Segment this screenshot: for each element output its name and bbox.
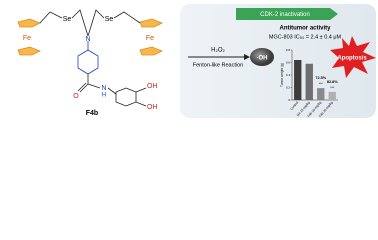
reagent: H₂O₂ xyxy=(211,48,225,54)
reaction-name: Fenton-like Reaction xyxy=(193,62,243,68)
atom: Se xyxy=(63,16,72,23)
compound-label: F4b xyxy=(86,110,98,117)
annotation: 82.8% xyxy=(327,80,338,84)
ferrocene-left xyxy=(17,18,41,56)
activity-ic50: MGC-803 IC₅₀ = 2.4 ± 0.4 μM xyxy=(269,34,342,40)
bar xyxy=(305,63,313,100)
activity-title: Antitumor activity xyxy=(279,26,331,32)
y-axis-label: Tumor weight (g) xyxy=(280,63,284,87)
atom: Se xyxy=(105,16,114,23)
atom: O xyxy=(73,93,79,100)
atom: N xyxy=(85,36,90,43)
x-tick-label: Control xyxy=(289,100,299,111)
ferrocene-right xyxy=(139,18,163,56)
atom: Fe xyxy=(146,35,154,42)
bar xyxy=(294,60,302,100)
bar xyxy=(328,91,336,100)
radical-bubble xyxy=(250,48,274,66)
significance: *** xyxy=(319,82,324,86)
atom: OH xyxy=(147,83,158,90)
y-tick-label: 0.4 xyxy=(286,73,291,77)
annotation: 72.5% xyxy=(315,76,326,80)
bar xyxy=(317,88,325,100)
atom: N xyxy=(101,85,106,92)
y-tick-label: 0.2 xyxy=(286,85,291,89)
graphical-abstract: Fe Fe Se Se N O N H OH OH F4b H₂O₂ Fento… xyxy=(17,4,376,118)
radical: ·OH xyxy=(257,56,268,62)
atom: Fe xyxy=(23,35,31,42)
y-tick-label: 0.8 xyxy=(286,48,291,52)
y-tick-label: 0 xyxy=(288,98,290,102)
atom: H xyxy=(102,93,106,99)
burst xyxy=(330,36,376,78)
outcome: Apoptosis xyxy=(337,56,367,62)
arrow-head xyxy=(244,54,250,60)
banner xyxy=(236,8,338,20)
bonds xyxy=(39,9,147,107)
panel-bg xyxy=(180,4,376,118)
banner-text: CDK-2 inactivation xyxy=(260,12,310,18)
significance: *** xyxy=(330,86,335,90)
y-tick-label: 0.6 xyxy=(286,60,291,64)
atom: OH xyxy=(147,104,158,111)
